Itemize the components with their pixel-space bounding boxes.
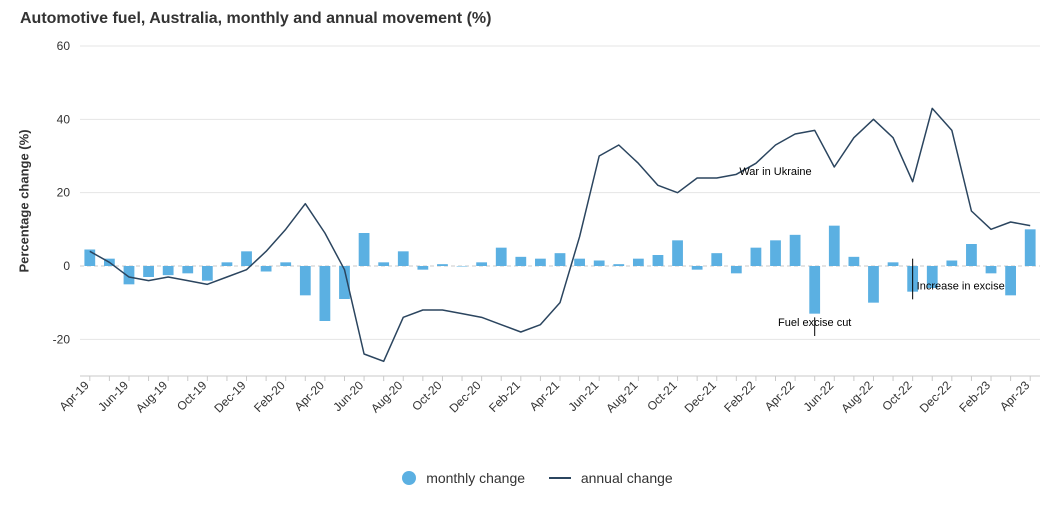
bar-monthly bbox=[731, 266, 742, 273]
bar-monthly bbox=[280, 262, 291, 266]
bar-monthly bbox=[653, 255, 664, 266]
bar-monthly bbox=[437, 264, 448, 266]
chart-title: Automotive fuel, Australia, monthly and … bbox=[20, 10, 1041, 28]
bar-monthly bbox=[182, 266, 193, 273]
bar-monthly bbox=[515, 257, 526, 266]
legend-monthly-label: monthly change bbox=[426, 470, 525, 486]
bar-monthly bbox=[946, 261, 957, 267]
bar-monthly bbox=[692, 266, 703, 270]
bar-monthly bbox=[320, 266, 331, 321]
bar-monthly bbox=[300, 266, 311, 295]
chart-svg: -200204060Apr-19Jun-19Aug-19Oct-19Dec-19… bbox=[20, 36, 1060, 466]
bar-monthly bbox=[143, 266, 154, 277]
bar-monthly bbox=[359, 233, 370, 266]
annotation-label: Increase in excise bbox=[917, 280, 1005, 292]
bar-monthly bbox=[770, 240, 781, 266]
bar-monthly bbox=[417, 266, 428, 270]
bar-monthly bbox=[868, 266, 879, 303]
bar-monthly bbox=[222, 262, 233, 266]
chart-container: Automotive fuel, Australia, monthly and … bbox=[0, 0, 1061, 515]
y-tick-label: 0 bbox=[63, 259, 70, 273]
annotation-label: War in Ukraine bbox=[739, 166, 811, 178]
y-tick-label: 40 bbox=[57, 112, 71, 126]
legend: monthly change annual change bbox=[20, 470, 1041, 486]
bar-monthly bbox=[888, 262, 899, 266]
bar-monthly bbox=[378, 262, 389, 266]
y-tick-label: 60 bbox=[57, 39, 71, 53]
bar-monthly bbox=[966, 244, 977, 266]
bar-monthly bbox=[1025, 229, 1036, 266]
bar-monthly bbox=[241, 251, 252, 266]
bar-monthly bbox=[594, 261, 605, 267]
annotation-label: Fuel excise cut bbox=[778, 317, 851, 329]
bar-monthly bbox=[574, 259, 585, 266]
y-axis-label: Percentage change (%) bbox=[17, 129, 32, 272]
legend-annual-swatch bbox=[549, 477, 571, 479]
bar-monthly bbox=[751, 248, 762, 266]
bar-monthly bbox=[457, 266, 468, 267]
bar-monthly bbox=[398, 251, 409, 266]
bar-monthly bbox=[613, 264, 624, 266]
bar-monthly bbox=[809, 266, 820, 314]
bar-monthly bbox=[261, 266, 272, 272]
bar-monthly bbox=[124, 266, 135, 284]
bar-monthly bbox=[202, 266, 213, 281]
bar-monthly bbox=[555, 253, 566, 266]
bar-monthly bbox=[496, 248, 507, 266]
bar-monthly bbox=[476, 262, 487, 266]
bar-monthly bbox=[848, 257, 859, 266]
bar-monthly bbox=[535, 259, 546, 266]
bar-monthly bbox=[633, 259, 644, 266]
plot-area: Percentage change (%) -200204060Apr-19Ju… bbox=[20, 36, 1041, 466]
bar-monthly bbox=[711, 253, 722, 266]
bar-monthly bbox=[163, 266, 174, 275]
y-tick-label: 20 bbox=[57, 186, 71, 200]
bar-monthly bbox=[672, 240, 683, 266]
bar-monthly bbox=[1005, 266, 1016, 295]
y-tick-label: -20 bbox=[53, 332, 71, 346]
legend-monthly-swatch bbox=[402, 471, 416, 485]
legend-annual-label: annual change bbox=[581, 470, 673, 486]
bar-monthly bbox=[986, 266, 997, 273]
bar-monthly bbox=[790, 235, 801, 266]
bar-monthly bbox=[829, 226, 840, 266]
